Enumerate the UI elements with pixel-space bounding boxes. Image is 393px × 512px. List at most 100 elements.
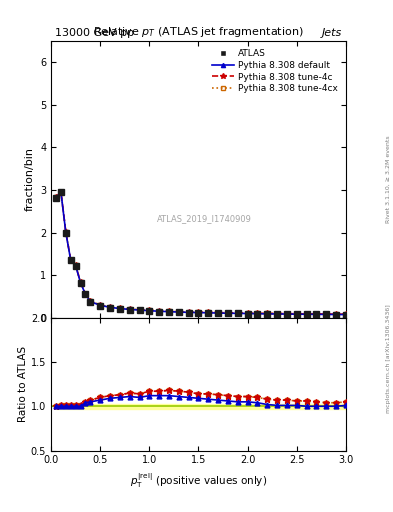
Pythia 8.308 default bbox=[88, 298, 93, 305]
Pythia 8.308 default bbox=[196, 310, 201, 316]
Pythia 8.308 default bbox=[186, 309, 191, 315]
Pythia 8.308 tune-4cx bbox=[147, 307, 152, 313]
Pythia 8.308 tune-4c bbox=[235, 310, 240, 316]
Pythia 8.308 default bbox=[255, 311, 260, 317]
Pythia 8.308 tune-4c bbox=[343, 311, 348, 317]
Pythia 8.308 tune-4cx bbox=[255, 310, 260, 316]
Pythia 8.308 default bbox=[83, 291, 88, 297]
Pythia 8.308 default bbox=[275, 311, 279, 317]
Pythia 8.308 tune-4cx bbox=[59, 188, 63, 195]
Pythia 8.308 tune-4c bbox=[206, 309, 211, 315]
Pythia 8.308 tune-4c bbox=[137, 307, 142, 313]
Pythia 8.308 tune-4c bbox=[324, 311, 329, 317]
Pythia 8.308 tune-4c bbox=[53, 194, 59, 200]
Pythia 8.308 tune-4cx bbox=[314, 311, 319, 317]
Pythia 8.308 default bbox=[68, 257, 73, 263]
Pythia 8.308 tune-4cx bbox=[275, 310, 279, 316]
Pythia 8.308 default bbox=[265, 311, 270, 317]
Pythia 8.308 default bbox=[118, 306, 122, 312]
Pythia 8.308 tune-4c bbox=[108, 304, 112, 310]
Pythia 8.308 tune-4cx bbox=[235, 310, 240, 316]
Pythia 8.308 tune-4cx bbox=[196, 309, 201, 315]
Pythia 8.308 tune-4cx bbox=[73, 262, 78, 268]
Pythia 8.308 tune-4c bbox=[314, 311, 319, 317]
Pythia 8.308 tune-4c bbox=[334, 311, 338, 317]
Pythia 8.308 tune-4c bbox=[73, 262, 78, 268]
Pythia 8.308 tune-4cx bbox=[137, 307, 142, 313]
Pythia 8.308 default bbox=[285, 311, 289, 317]
Pythia 8.308 tune-4cx bbox=[64, 229, 68, 235]
Pythia 8.308 tune-4cx bbox=[294, 311, 299, 317]
Pythia 8.308 tune-4c bbox=[78, 280, 83, 286]
Pythia 8.308 tune-4cx bbox=[265, 310, 270, 316]
Text: Jets: Jets bbox=[321, 28, 342, 38]
Pythia 8.308 default bbox=[314, 311, 319, 317]
Pythia 8.308 tune-4c bbox=[186, 309, 191, 315]
Pythia 8.308 tune-4c bbox=[118, 305, 122, 311]
Pythia 8.308 tune-4cx bbox=[334, 311, 338, 317]
Pythia 8.308 tune-4cx bbox=[343, 311, 348, 317]
Pythia 8.308 tune-4c bbox=[64, 229, 68, 235]
Pythia 8.308 default bbox=[304, 311, 309, 317]
Pythia 8.308 tune-4c bbox=[167, 308, 171, 314]
Pythia 8.308 default bbox=[64, 229, 68, 236]
Pythia 8.308 tune-4cx bbox=[206, 309, 211, 315]
Line: Pythia 8.308 tune-4c: Pythia 8.308 tune-4c bbox=[56, 191, 346, 314]
Title: Relative $p_T$ (ATLAS jet fragmentation): Relative $p_T$ (ATLAS jet fragmentation) bbox=[93, 26, 304, 39]
Pythia 8.308 tune-4cx bbox=[98, 302, 103, 308]
Pythia 8.308 default bbox=[343, 311, 348, 317]
Pythia 8.308 default bbox=[78, 280, 83, 286]
Pythia 8.308 default bbox=[235, 310, 240, 316]
Pythia 8.308 tune-4c bbox=[245, 310, 250, 316]
Pythia 8.308 tune-4c bbox=[68, 257, 73, 263]
Pythia 8.308 default bbox=[137, 307, 142, 313]
X-axis label: $p_{\mathrm{T}}^{\mathrm{|rel|}}$ (positive values only): $p_{\mathrm{T}}^{\mathrm{|rel|}}$ (posit… bbox=[130, 471, 267, 489]
Pythia 8.308 tune-4c bbox=[216, 310, 220, 316]
Pythia 8.308 tune-4cx bbox=[176, 309, 181, 315]
Pythia 8.308 default bbox=[127, 306, 132, 312]
Pythia 8.308 tune-4c bbox=[275, 310, 279, 316]
Pythia 8.308 tune-4cx bbox=[88, 298, 93, 304]
Pythia 8.308 tune-4cx bbox=[324, 311, 329, 317]
Pythia 8.308 default bbox=[216, 310, 220, 316]
Pythia 8.308 default bbox=[59, 189, 63, 195]
Pythia 8.308 default bbox=[176, 309, 181, 315]
Pythia 8.308 tune-4cx bbox=[127, 306, 132, 312]
Pythia 8.308 tune-4cx bbox=[68, 257, 73, 263]
Pythia 8.308 tune-4c bbox=[226, 310, 230, 316]
Pythia 8.308 tune-4c bbox=[304, 311, 309, 317]
Y-axis label: Ratio to ATLAS: Ratio to ATLAS bbox=[18, 346, 28, 422]
Pythia 8.308 tune-4c bbox=[265, 310, 270, 316]
Pythia 8.308 tune-4c bbox=[83, 291, 88, 297]
Pythia 8.308 tune-4c bbox=[196, 309, 201, 315]
Pythia 8.308 default bbox=[108, 304, 112, 310]
Pythia 8.308 default bbox=[98, 302, 103, 308]
Pythia 8.308 default bbox=[206, 310, 211, 316]
Pythia 8.308 tune-4c bbox=[88, 298, 93, 304]
Pythia 8.308 tune-4cx bbox=[304, 311, 309, 317]
Pythia 8.308 tune-4c bbox=[255, 310, 260, 316]
Pythia 8.308 default bbox=[294, 311, 299, 317]
Pythia 8.308 tune-4cx bbox=[53, 194, 59, 200]
Pythia 8.308 tune-4c bbox=[98, 302, 103, 308]
Pythia 8.308 tune-4cx bbox=[78, 280, 83, 286]
Pythia 8.308 tune-4c bbox=[157, 308, 162, 314]
Pythia 8.308 tune-4cx bbox=[83, 291, 88, 297]
Pythia 8.308 tune-4c bbox=[285, 311, 289, 317]
Line: Pythia 8.308 tune-4cx: Pythia 8.308 tune-4cx bbox=[56, 191, 346, 314]
Pythia 8.308 tune-4cx bbox=[167, 308, 171, 314]
Pythia 8.308 tune-4c bbox=[176, 309, 181, 315]
Pythia 8.308 default bbox=[334, 311, 338, 317]
Y-axis label: fraction/bin: fraction/bin bbox=[24, 147, 35, 211]
Pythia 8.308 default bbox=[167, 309, 171, 315]
Pythia 8.308 tune-4cx bbox=[118, 305, 122, 311]
Text: mcplots.cern.ch [arXiv:1306.3436]: mcplots.cern.ch [arXiv:1306.3436] bbox=[386, 304, 391, 413]
Text: 13000 GeV pp: 13000 GeV pp bbox=[55, 28, 134, 38]
Pythia 8.308 tune-4cx bbox=[186, 309, 191, 315]
Pythia 8.308 default bbox=[73, 263, 78, 269]
Pythia 8.308 tune-4c bbox=[294, 311, 299, 317]
Pythia 8.308 tune-4c bbox=[127, 306, 132, 312]
Pythia 8.308 tune-4c bbox=[59, 188, 63, 195]
Line: Pythia 8.308 default: Pythia 8.308 default bbox=[56, 192, 346, 314]
Legend: ATLAS, Pythia 8.308 default, Pythia 8.308 tune-4c, Pythia 8.308 tune-4cx: ATLAS, Pythia 8.308 default, Pythia 8.30… bbox=[208, 46, 342, 97]
